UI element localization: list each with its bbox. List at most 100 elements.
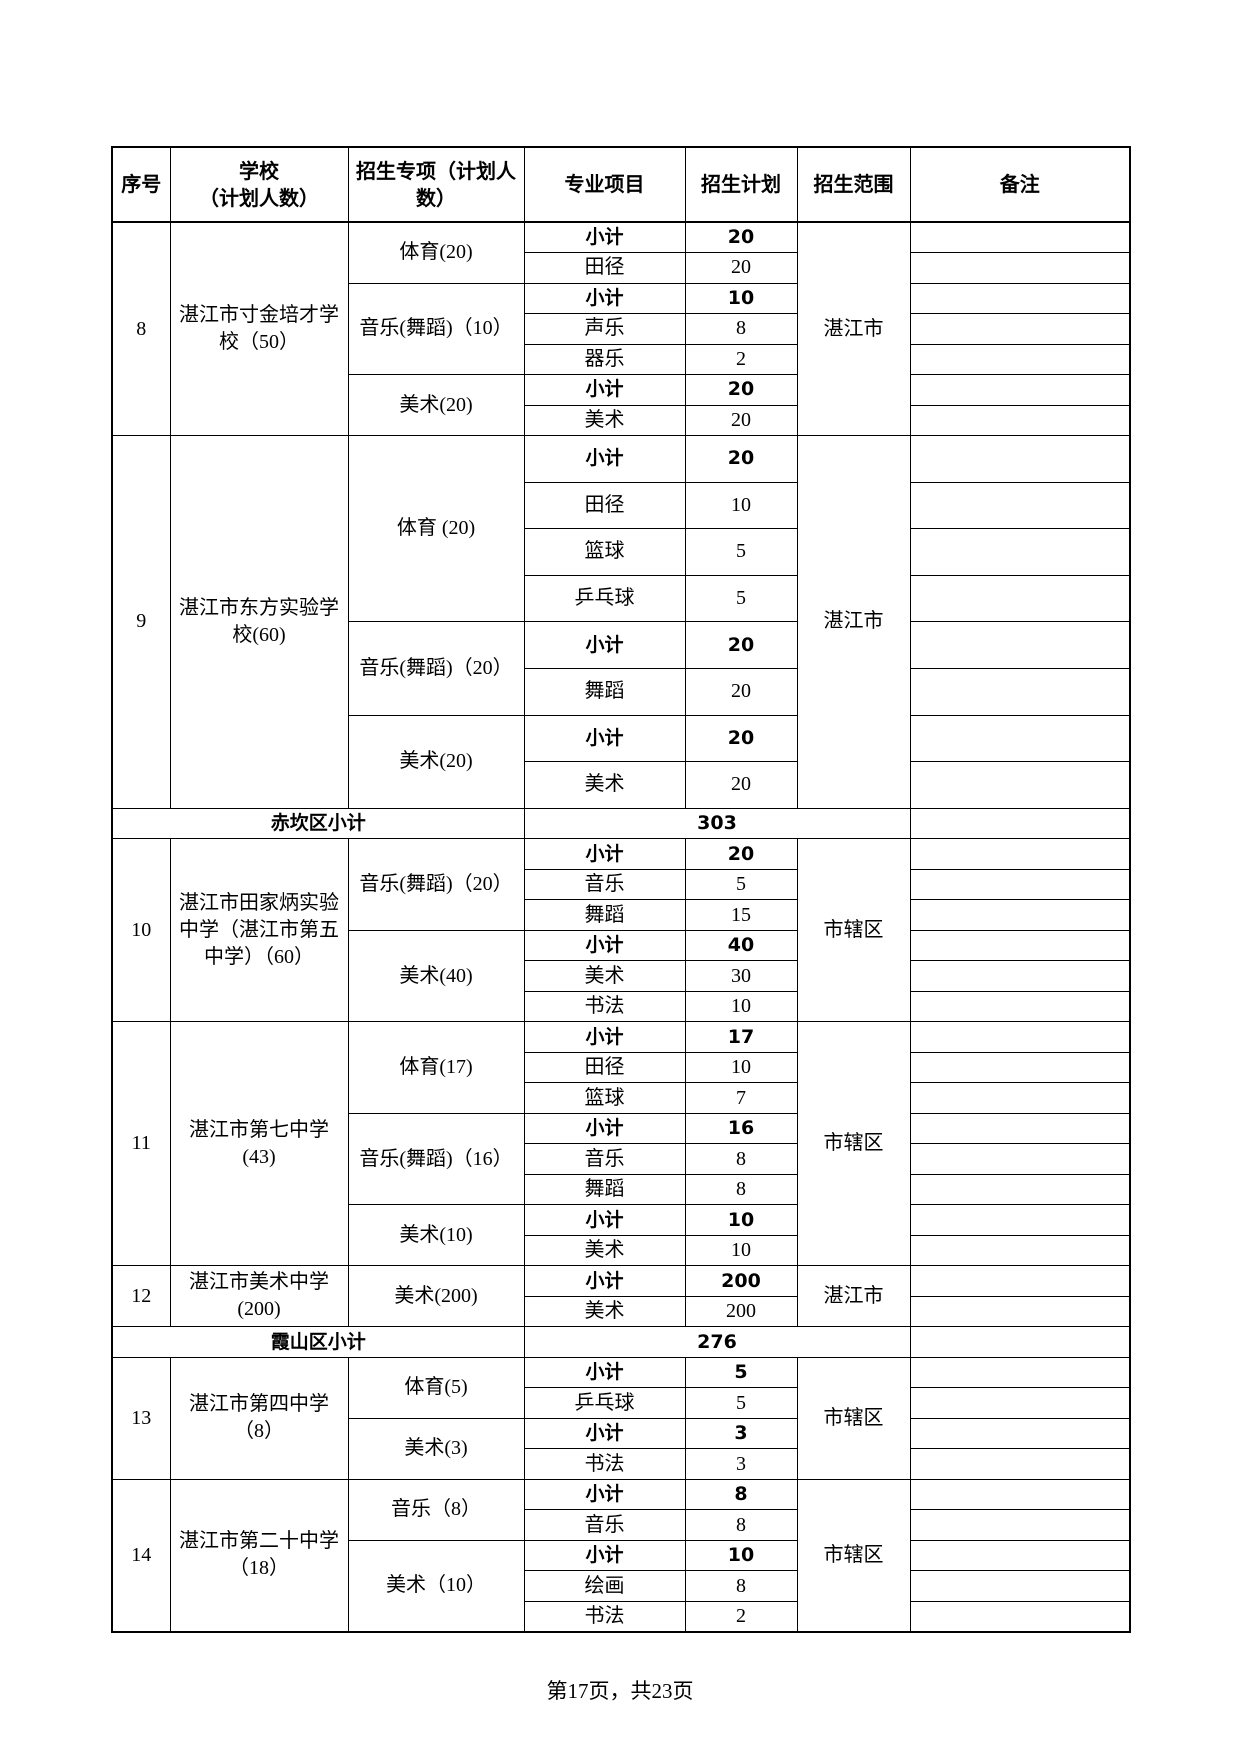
school-number: 10 <box>111 838 171 1023</box>
program-name: 乒乓球 <box>523 574 686 623</box>
school-number: 9 <box>111 435 171 809</box>
col-header-scope: 招生范围 <box>796 146 911 223</box>
plan-count: 16 <box>684 1112 798 1145</box>
special-category: 美术(20) <box>347 714 525 809</box>
program-name: 美术 <box>523 404 686 436</box>
remarks-cell <box>909 838 1131 870</box>
school-name: 湛江市美术中学(200) <box>169 1265 349 1328</box>
plan-count: 20 <box>684 435 798 483</box>
special-category: 音乐(舞蹈)（10） <box>347 282 525 375</box>
plan-count: 10 <box>684 1051 798 1084</box>
table-row: 舞蹈 20 <box>112 667 1131 716</box>
table-row: 声乐 8 <box>112 313 1131 345</box>
program-name: 篮球 <box>523 528 686 576</box>
remarks-cell <box>909 667 1131 716</box>
col-header-program: 专业项目 <box>523 146 686 223</box>
col-header-special: 招生专项（计划人数） <box>347 146 525 223</box>
plan-count: 10 <box>684 1204 798 1236</box>
col-header-remarks: 备注 <box>909 146 1131 223</box>
enrollment-scope: 湛江市 <box>796 1265 911 1328</box>
school-name: 湛江市田家炳实验中学（湛江市第五中学）（60） <box>169 838 349 1023</box>
table-row: 篮球 5 <box>112 528 1131 576</box>
school-name: 湛江市东方实验学校(60) <box>169 435 349 809</box>
plan-count: 10 <box>684 1539 798 1572</box>
table-row: 美术 200 <box>112 1295 1131 1328</box>
table-row: 乒乓球 5 <box>112 1387 1131 1419</box>
enrollment-table: 序号 学校 （计划人数） 招生专项（计划人数） 专业项目 招生计划 招生范围 备… <box>111 146 1131 1633</box>
subtotal-label: 赤坎区小计 <box>111 807 525 840</box>
remarks-cell <box>909 1173 1131 1206</box>
plan-count: 5 <box>684 528 798 576</box>
remarks-cell <box>909 807 1131 840</box>
plan-count: 15 <box>684 899 798 931</box>
page-footer: 第17页，共23页 <box>546 1679 694 1703</box>
table-row: 音乐 8 <box>112 1143 1131 1175</box>
enrollment-scope: 湛江市 <box>796 221 911 436</box>
remarks-cell <box>909 481 1131 530</box>
program-name: 田径 <box>523 481 686 530</box>
table-row: 美术 20 <box>112 761 1131 809</box>
remarks-cell <box>909 313 1131 345</box>
table-row: 美术(40) 小计 40 <box>112 929 1131 1023</box>
col-header-plan: 招生计划 <box>684 146 798 223</box>
enrollment-scope: 市辖区 <box>796 838 911 1023</box>
special-category: 美术(20) <box>347 374 525 436</box>
remarks-cell <box>909 1143 1131 1175</box>
table-row: 美术 30 <box>112 960 1131 992</box>
plan-count: 7 <box>684 1082 798 1114</box>
table-row: 美术(3) 小计 3 <box>112 1417 1131 1480</box>
enrollment-scope: 市辖区 <box>796 1356 911 1480</box>
table-row: 乒乓球 5 <box>112 574 1131 623</box>
table-row: 器乐 2 <box>112 343 1131 375</box>
remarks-cell <box>909 1021 1131 1053</box>
program-name: 绘画 <box>523 1570 686 1602</box>
plan-count: 20 <box>684 221 798 253</box>
program-name: 舞蹈 <box>523 1173 686 1206</box>
program-name: 小计 <box>523 221 686 253</box>
table-row: 绘画 8 <box>112 1570 1131 1602</box>
table-row: 篮球 7 <box>112 1082 1131 1114</box>
table-row: 音乐(舞蹈)（16） 小计 16 <box>112 1112 1131 1206</box>
plan-count: 20 <box>684 252 798 284</box>
school-number: 11 <box>111 1021 171 1267</box>
enrollment-scope: 市辖区 <box>796 1021 911 1267</box>
table-row: 美术(20) 小计 20 <box>112 714 1131 809</box>
program-name: 小计 <box>523 621 686 669</box>
remarks-cell <box>909 621 1131 669</box>
table-row: 舞蹈 15 <box>112 899 1131 931</box>
table-row: 13 湛江市第四中学（8） 体育(5) 小计 5 市辖区 <box>111 1356 1131 1480</box>
remarks-cell <box>909 960 1131 992</box>
program-name: 田径 <box>523 1051 686 1084</box>
table-row: 书法 3 <box>112 1448 1131 1480</box>
program-name: 小计 <box>523 714 686 763</box>
remarks-cell <box>909 990 1131 1023</box>
table-row: 8 湛江市寸金培才学校（50） 体育(20) 小计 20 湛江市 <box>111 221 1131 436</box>
remarks-cell <box>909 1600 1131 1633</box>
special-category: 美术（10） <box>347 1539 525 1633</box>
remarks-cell <box>909 1295 1131 1328</box>
program-name: 小计 <box>523 838 686 870</box>
plan-count: 200 <box>684 1295 798 1328</box>
program-name: 器乐 <box>523 343 686 375</box>
remarks-cell <box>909 1570 1131 1602</box>
plan-count: 5 <box>684 868 798 901</box>
plan-count: 17 <box>684 1021 798 1053</box>
school-number: 13 <box>111 1356 171 1480</box>
plan-count: 3 <box>684 1448 798 1480</box>
program-name: 音乐 <box>523 1509 686 1541</box>
plan-count: 8 <box>684 1570 798 1602</box>
remarks-cell <box>909 221 1131 253</box>
special-category: 体育(17) <box>347 1021 525 1114</box>
remarks-cell <box>909 574 1131 623</box>
program-name: 小计 <box>523 374 686 406</box>
remarks-cell <box>909 252 1131 284</box>
remarks-cell <box>909 404 1131 436</box>
col-header-school: 学校 （计划人数） <box>169 146 349 223</box>
program-name: 小计 <box>523 1021 686 1053</box>
program-name: 小计 <box>523 929 686 962</box>
school-number: 8 <box>111 221 171 436</box>
special-category: 美术(200) <box>347 1265 525 1328</box>
school-number: 14 <box>111 1478 171 1633</box>
program-name: 音乐 <box>523 1143 686 1175</box>
program-name: 舞蹈 <box>523 899 686 931</box>
